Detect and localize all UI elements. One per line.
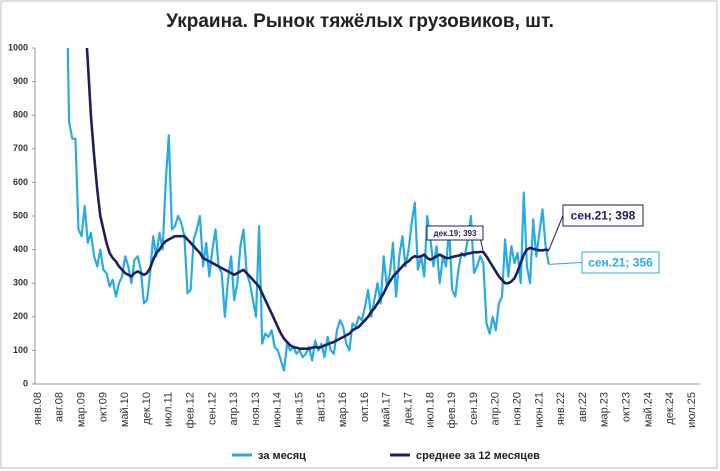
x-tick-label: ноя.13 bbox=[250, 392, 262, 425]
x-tick-label: дек.17 bbox=[403, 392, 415, 425]
x-tick-label: дек.24 bbox=[664, 392, 676, 425]
x-tick-label: сен.12 bbox=[206, 392, 218, 425]
y-tick-label: 300 bbox=[13, 278, 28, 288]
annotation: дек.19; 393 bbox=[434, 229, 477, 238]
series-line bbox=[85, 48, 549, 350]
y-tick-label: 500 bbox=[13, 210, 28, 220]
y-tick-label: 900 bbox=[13, 76, 28, 86]
x-tick-label: янв.15 bbox=[294, 392, 306, 425]
y-tick-label: 0 bbox=[23, 378, 28, 388]
y-tick-label: 700 bbox=[13, 143, 28, 153]
y-tick-label: 100 bbox=[13, 345, 28, 355]
x-tick-label: окт.09 bbox=[97, 392, 109, 422]
x-tick-label: авг.15 bbox=[315, 392, 327, 422]
x-tick-label: июл.11 bbox=[163, 392, 175, 427]
x-tick-label: май.10 bbox=[119, 392, 131, 427]
annotation-box bbox=[562, 204, 644, 227]
x-tick-label: апр.20 bbox=[490, 392, 502, 425]
x-tick-label: окт.23 bbox=[621, 392, 633, 422]
annotation: сен.21; 398 bbox=[571, 209, 636, 223]
x-tick-label: мар.16 bbox=[337, 392, 349, 427]
x-tick-label: ноя.20 bbox=[512, 392, 524, 425]
x-tick-label: июн.21 bbox=[533, 392, 545, 428]
x-tick-label: дек.10 bbox=[141, 392, 153, 425]
y-tick-label: 800 bbox=[13, 110, 28, 120]
annotation-box bbox=[426, 225, 484, 241]
x-tick-label: фев.12 bbox=[185, 392, 197, 428]
x-tick-label: мар.09 bbox=[76, 392, 88, 427]
x-tick-label: май.24 bbox=[642, 392, 654, 427]
y-tick-label: 600 bbox=[13, 177, 28, 187]
x-tick-label: янв.22 bbox=[555, 392, 567, 425]
x-tick-label: авг.08 bbox=[54, 392, 66, 422]
annotation-box bbox=[581, 251, 660, 274]
x-tick-label: июл.18 bbox=[424, 392, 436, 428]
annotation-leader bbox=[548, 215, 564, 251]
annotation-leader bbox=[548, 262, 583, 265]
x-tick-label: сен.19 bbox=[468, 392, 480, 425]
x-tick-label: июл.25 bbox=[686, 392, 698, 428]
x-tick-label: авг.22 bbox=[577, 392, 589, 422]
chart-title: Украина. Рынок тяжёлых грузовиков, шт. bbox=[166, 11, 554, 32]
x-tick-label: фев.19 bbox=[446, 392, 458, 428]
legend-label: за месяц bbox=[258, 450, 306, 462]
legend-label: среднее за 12 месяцев bbox=[416, 450, 540, 462]
y-tick-label: 400 bbox=[13, 244, 28, 254]
x-tick-label: янв.08 bbox=[32, 392, 44, 425]
x-tick-label: окт.16 bbox=[359, 392, 371, 422]
x-tick-label: апр.13 bbox=[228, 392, 240, 425]
x-tick-label: мар.23 bbox=[599, 392, 611, 427]
annotation: сен.21; 356 bbox=[588, 256, 653, 270]
x-tick-label: май.17 bbox=[381, 392, 393, 427]
y-tick-label: 200 bbox=[13, 311, 28, 321]
x-tick-label: июн.14 bbox=[272, 392, 284, 428]
y-tick-label: 1000 bbox=[8, 42, 28, 52]
